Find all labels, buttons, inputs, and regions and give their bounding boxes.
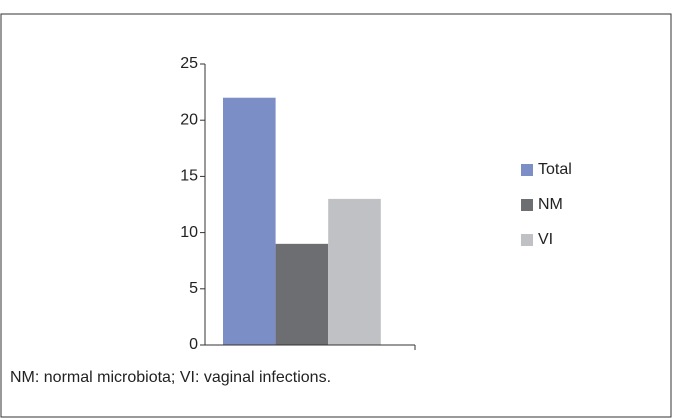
y-tick-label: 15 xyxy=(180,168,198,185)
caption: NM: normal microbiota; VI: vaginal infec… xyxy=(10,369,331,386)
frame xyxy=(0,13,672,418)
legend-label: VI xyxy=(538,231,553,248)
legend-label: Total xyxy=(538,161,572,178)
legend-label: NM xyxy=(538,196,563,213)
y-tick-label: 5 xyxy=(189,280,198,297)
y-tick-label: 0 xyxy=(189,336,198,353)
legend-swatch xyxy=(521,164,533,176)
bar xyxy=(275,243,329,345)
y-tick-label: 10 xyxy=(180,224,198,241)
legend-swatch xyxy=(521,234,533,246)
bar xyxy=(223,97,276,345)
bar xyxy=(328,198,381,345)
y-tick-label: 20 xyxy=(180,111,198,128)
y-tick-label: 25 xyxy=(180,55,198,72)
legend-swatch xyxy=(521,199,533,211)
